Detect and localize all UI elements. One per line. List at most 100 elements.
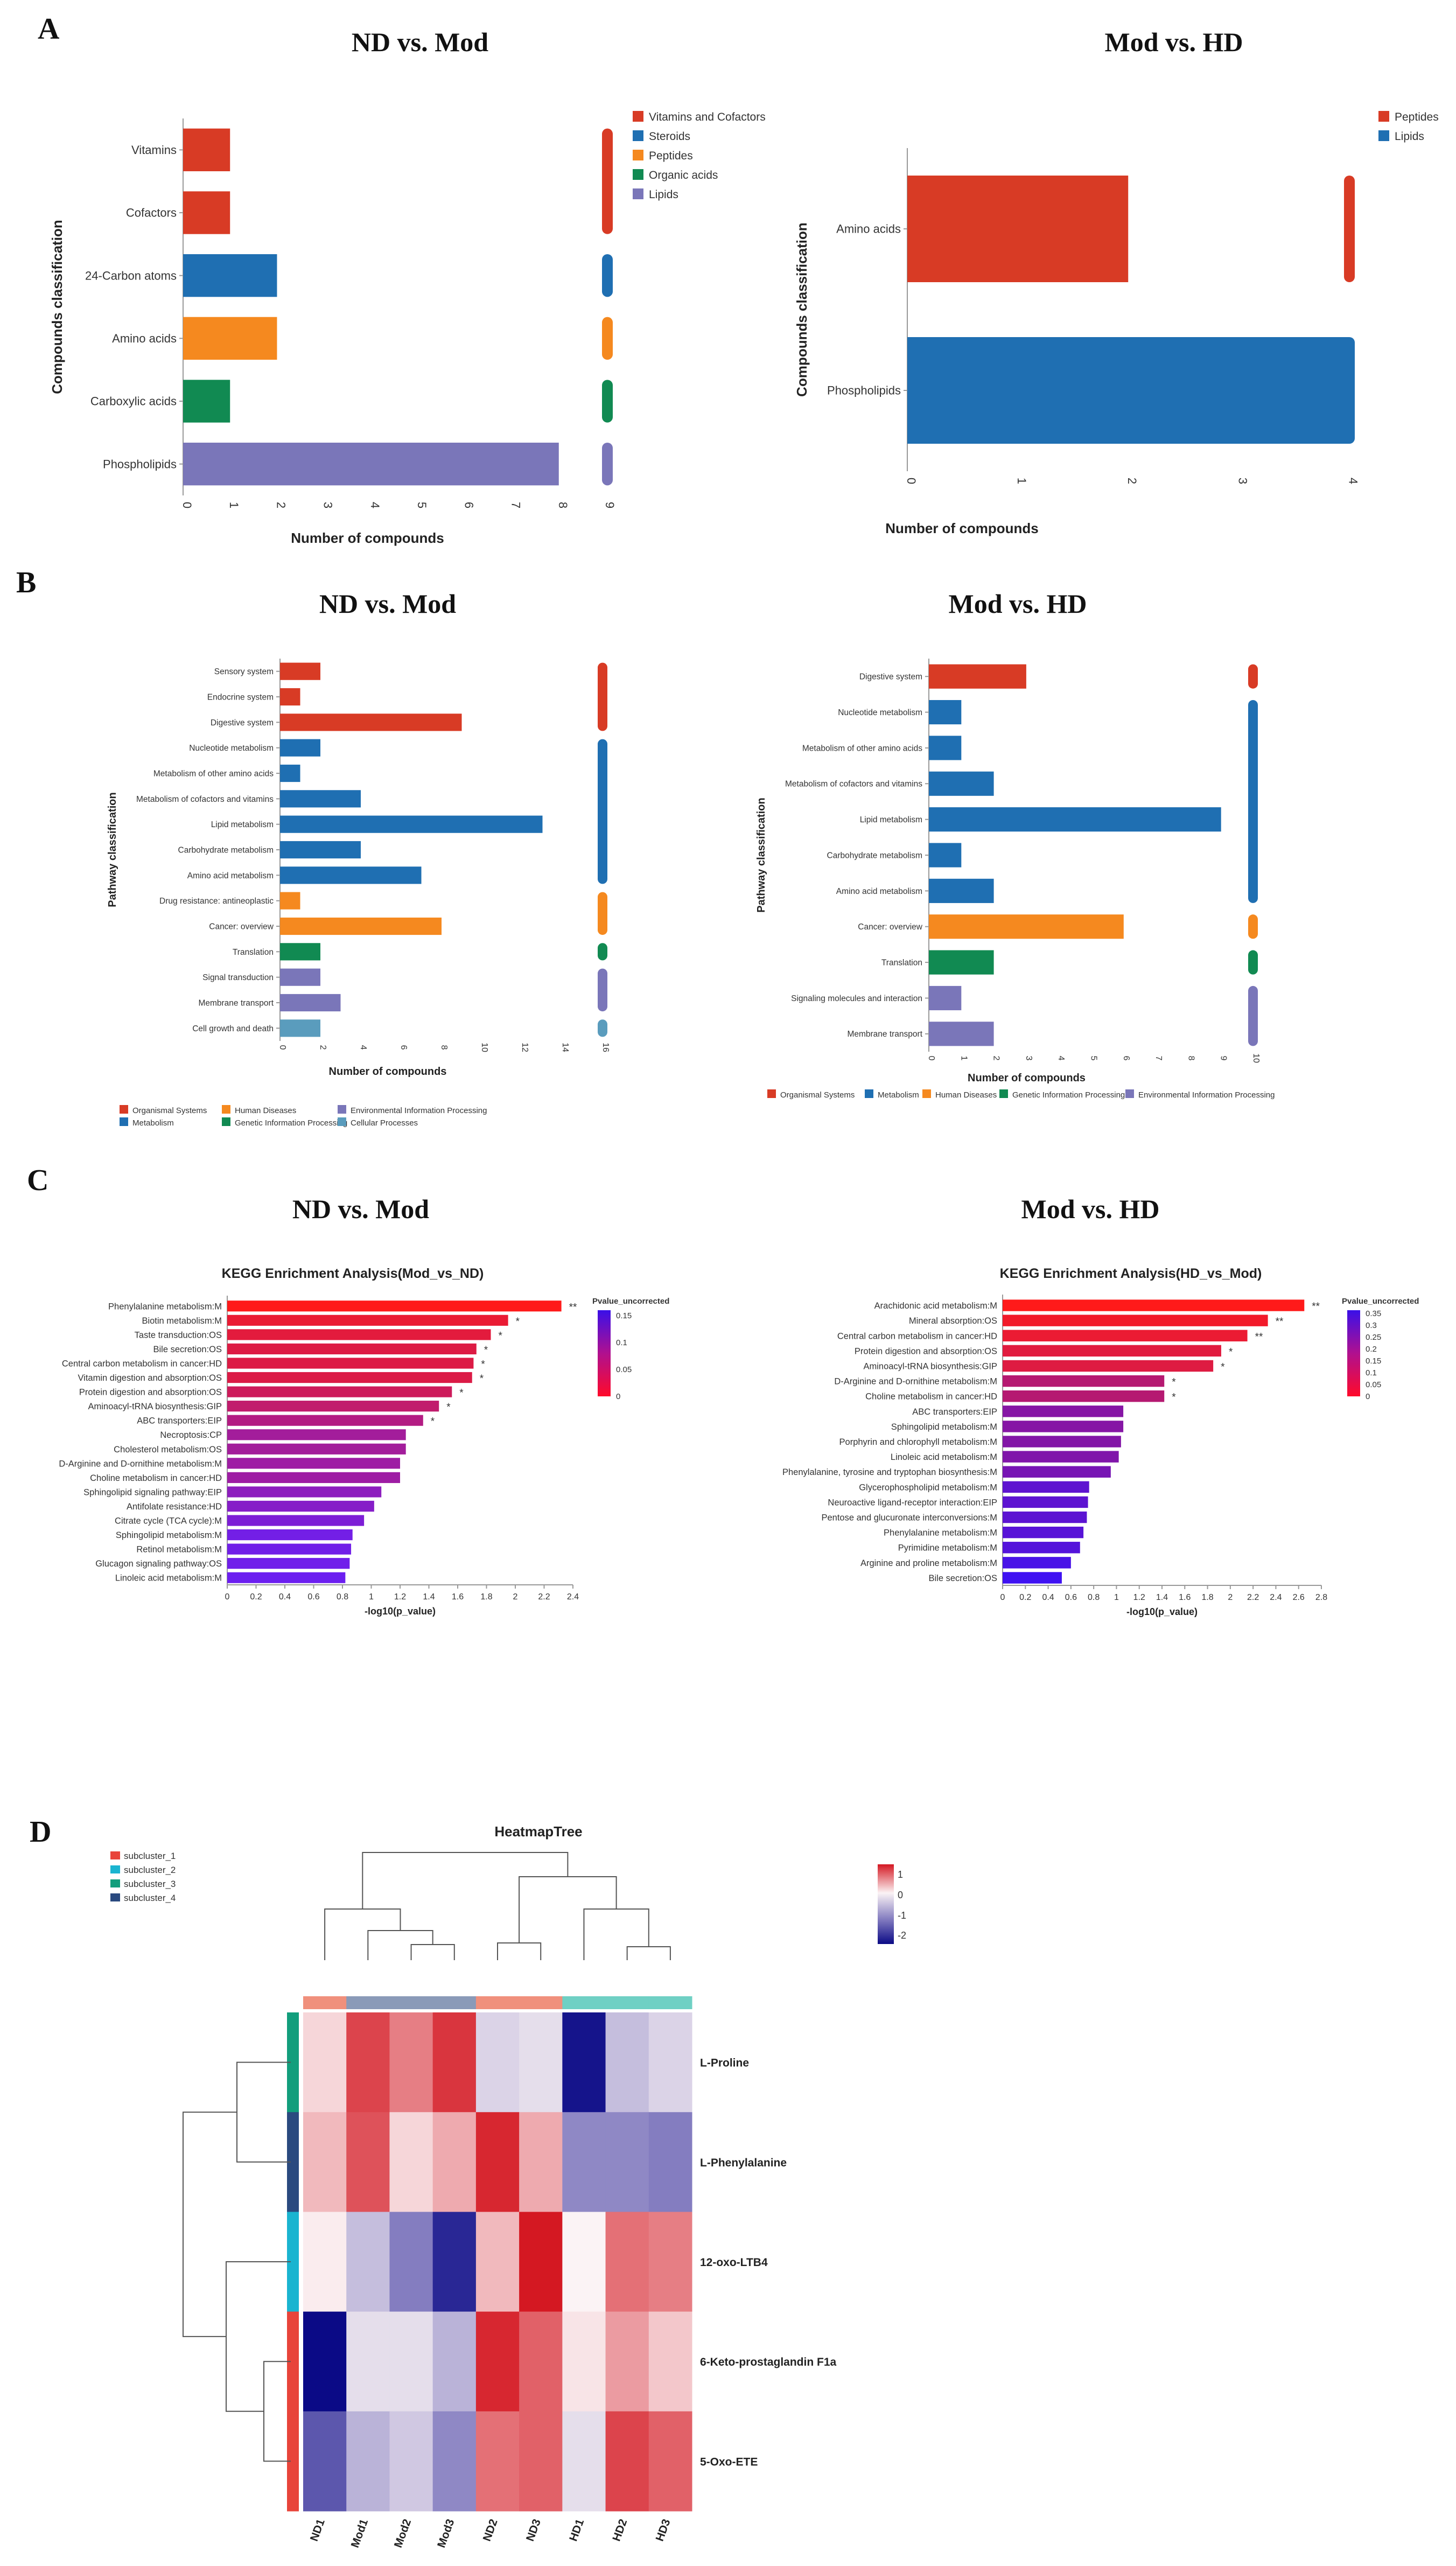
x-tick-label: 1.6 bbox=[1179, 1593, 1191, 1602]
row-dendrogram-branch bbox=[263, 2361, 291, 2462]
x-tick-label: 5 bbox=[415, 502, 429, 508]
bar-signaling-molecules-and-interaction bbox=[929, 985, 962, 1011]
bar-d-arginine-and-d-ornithine-metabolism-m bbox=[227, 1458, 400, 1469]
row-label-12-oxo-ltb4: 12-oxo-LTB4 bbox=[700, 2256, 768, 2269]
legend-swatch-metabolism bbox=[120, 1117, 128, 1126]
heatmap-cell-6-keto-prostaglandin-f1a-nd2 bbox=[475, 2311, 520, 2412]
bar-arginine-and-proline-metabolism-m bbox=[1003, 1557, 1071, 1569]
column-group-hd bbox=[605, 1996, 649, 2009]
category-label-metabolism-of-cofactors-and-vitamins: Metabolism of cofactors and vitamins bbox=[136, 795, 274, 804]
bar-bile-secretion-os bbox=[1003, 1572, 1062, 1584]
bar-abc-transporters-eip bbox=[1003, 1406, 1124, 1417]
category-label-amino-acid-metabolism: Amino acid metabolism bbox=[187, 871, 274, 880]
x-tick-label: 9 bbox=[1219, 1056, 1228, 1061]
category-label-signaling-molecules-and-interaction: Signaling molecules and interaction bbox=[791, 994, 922, 1003]
legend-swatch-peptides bbox=[633, 150, 643, 160]
category-label-sphingolipid-metabolism-m: Sphingolipid metabolism:M bbox=[891, 1422, 997, 1432]
legend-label-environmental-information-processing: Environmental Information Processing bbox=[1138, 1090, 1275, 1100]
category-label-cholesterol-metabolism-os: Cholesterol metabolism:OS bbox=[114, 1445, 222, 1455]
row-subcluster-subcluster-1 bbox=[287, 2411, 299, 2512]
significance-mark: * bbox=[480, 1373, 484, 1385]
bar-vitamin-digestion-and-absorption-os bbox=[227, 1372, 472, 1383]
row-label-l-proline: L-Proline bbox=[700, 2057, 749, 2069]
bar-protein-digestion-and-absorption-os bbox=[227, 1386, 452, 1397]
x-tick-label: 7 bbox=[1154, 1056, 1163, 1061]
bar-membrane-transport bbox=[280, 994, 341, 1012]
y-axis-title: Compounds classification bbox=[49, 220, 65, 394]
legend-label-organismal-systems: Organismal Systems bbox=[780, 1090, 855, 1100]
x-tick-label: 3 bbox=[1236, 478, 1249, 484]
bar-abc-transporters-eip bbox=[227, 1415, 423, 1426]
x-tick-label: 4 bbox=[359, 1045, 368, 1050]
category-label-amino-acids: Amino acids bbox=[836, 222, 901, 236]
legend-label-lipids: Lipids bbox=[1395, 130, 1424, 143]
column-label-mod3: Mod3 bbox=[435, 2518, 457, 2549]
legend-swatch-subcluster-3 bbox=[110, 1879, 120, 1887]
category-label-lipid-metabolism: Lipid metabolism bbox=[860, 815, 922, 824]
colorbar-tick-label: 0.35 bbox=[1366, 1309, 1381, 1318]
category-label-bile-secretion-os: Bile secretion:OS bbox=[929, 1574, 997, 1583]
x-tick-label: 1.4 bbox=[423, 1592, 435, 1602]
group-indicator-organismal-systems bbox=[1248, 664, 1258, 689]
significance-mark: * bbox=[484, 1345, 488, 1356]
bar-retinol-metabolism-m bbox=[227, 1543, 352, 1555]
bar-translation bbox=[929, 950, 994, 975]
heatmap-cell-l-proline-hd1 bbox=[562, 2012, 606, 2113]
heatmap-cell-l-phenylalanine-nd2 bbox=[475, 2112, 520, 2212]
colorbar-tick-label: -2 bbox=[898, 1930, 906, 1941]
bar-nucleotide-metabolism bbox=[929, 700, 962, 725]
bar-digestive-system bbox=[280, 714, 462, 731]
x-tick-label: 2 bbox=[318, 1045, 327, 1050]
x-tick-label: 1 bbox=[369, 1592, 374, 1602]
category-label-taste-transduction-os: Taste transduction:OS bbox=[135, 1330, 222, 1340]
bar-amino-acid-metabolism bbox=[929, 878, 994, 903]
column-dendrogram-branch bbox=[497, 1942, 542, 1960]
column-dendrogram-branch bbox=[519, 1876, 617, 1943]
bar-phenylalanine-metabolism-m bbox=[227, 1301, 562, 1312]
a-right-title: Mod vs. HD bbox=[1105, 27, 1243, 57]
bar-arachidonic-acid-metabolism-m bbox=[1003, 1299, 1305, 1311]
category-label-24-carbon-atoms: 24-Carbon atoms bbox=[85, 269, 177, 282]
group-indicator-organismal-systems bbox=[598, 662, 607, 731]
x-tick-label: 0.6 bbox=[307, 1592, 319, 1602]
category-label-cofactors: Cofactors bbox=[126, 206, 177, 220]
row-subcluster-subcluster-1 bbox=[287, 2311, 299, 2412]
category-label-vitamins: Vitamins bbox=[131, 143, 177, 157]
y-axis-title: Compounds classification bbox=[794, 222, 810, 397]
bar-amino-acids bbox=[907, 176, 1129, 282]
category-label-d-arginine-and-d-ornithine-metabolism-m: D-Arginine and D-ornithine metabolism:M bbox=[59, 1459, 222, 1469]
x-axis-title: Number of compounds bbox=[291, 530, 444, 546]
heatmap-cell-12-oxo-ltb4-nd3 bbox=[519, 2212, 563, 2312]
bar-amino-acids bbox=[183, 317, 277, 360]
category-label-protein-digestion-and-absorption-os: Protein digestion and absorption:OS bbox=[79, 1388, 222, 1397]
category-label-abc-transporters-eip: ABC transporters:EIP bbox=[912, 1407, 997, 1417]
legend-swatch-subcluster-4 bbox=[110, 1893, 120, 1901]
x-tick-label: 4 bbox=[1346, 478, 1360, 484]
bar-metabolism-of-other-amino-acids bbox=[929, 736, 962, 760]
x-tick-label: 2.8 bbox=[1315, 1593, 1327, 1602]
category-label-lipid-metabolism: Lipid metabolism bbox=[211, 820, 274, 829]
category-label-phenylalanine-metabolism-m: Phenylalanine metabolism:M bbox=[108, 1302, 222, 1311]
legend-label-cellular-processes: Cellular Processes bbox=[351, 1118, 418, 1128]
bar-carboxylic-acids bbox=[183, 380, 230, 423]
category-label-choline-metabolism-in-cancer-hd: Choline metabolism in cancer:HD bbox=[865, 1392, 997, 1402]
x-tick-label: 2 bbox=[274, 502, 288, 508]
category-label-phenylalanine-tyrosine-and-tryptophan-biosynthesis-m: Phenylalanine, tyrosine and tryptophan b… bbox=[782, 1467, 997, 1477]
heatmap-cell-12-oxo-ltb4-hd2 bbox=[605, 2212, 649, 2312]
x-tick-label: 2.6 bbox=[1293, 1593, 1305, 1602]
heatmap-cell-l-proline-nd2 bbox=[475, 2012, 520, 2113]
colorbar-tick-label: 0.05 bbox=[1366, 1380, 1381, 1389]
x-axis-title: Number of compounds bbox=[329, 1066, 447, 1078]
colorbar-tick-label: 0.25 bbox=[1366, 1333, 1381, 1342]
bar-aminoacyl-trna-biosynthesis-gip bbox=[1003, 1360, 1214, 1372]
significance-mark: * bbox=[431, 1416, 435, 1428]
heatmap-cell-5-oxo-ete-hd1 bbox=[562, 2411, 606, 2512]
group-indicator-human-diseases bbox=[598, 892, 607, 935]
heatmap-cell-l-phenylalanine-hd2 bbox=[605, 2112, 649, 2212]
heatmap-cell-6-keto-prostaglandin-f1a-hd1 bbox=[562, 2311, 606, 2412]
x-tick-label: 2.2 bbox=[1247, 1593, 1259, 1602]
significance-mark: * bbox=[481, 1359, 485, 1370]
x-tick-label: 0 bbox=[180, 502, 194, 508]
x-tick-label: 0.4 bbox=[1042, 1593, 1054, 1602]
group-indicator-peptides bbox=[602, 317, 613, 360]
